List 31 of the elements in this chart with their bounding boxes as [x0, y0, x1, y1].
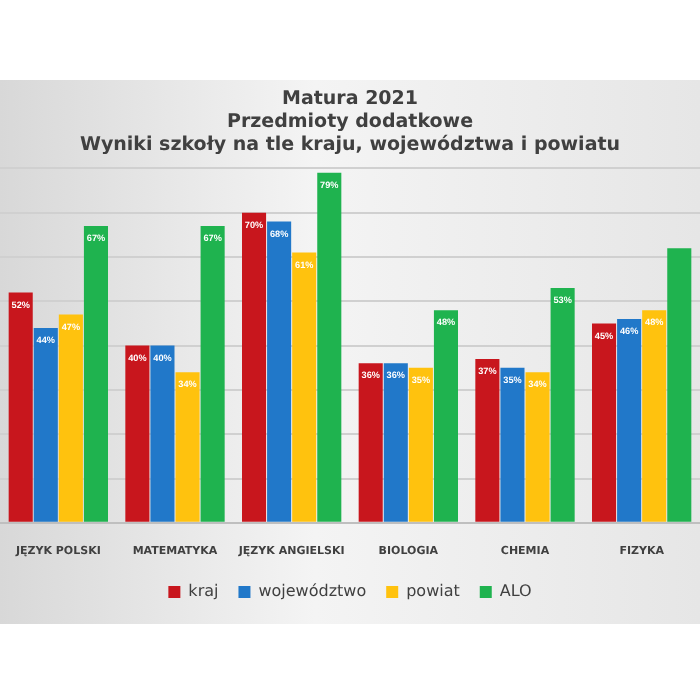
- bar: [592, 323, 617, 522]
- bar: [550, 288, 575, 522]
- bar: [83, 225, 108, 522]
- legend-label: kraj: [188, 582, 219, 601]
- bar: [317, 172, 342, 522]
- bar: [175, 372, 200, 522]
- bar: [525, 372, 550, 522]
- legend-label: powiat: [406, 582, 460, 601]
- bar: [408, 367, 433, 522]
- bar: [500, 367, 525, 522]
- bar: [433, 310, 458, 522]
- bar: [200, 225, 225, 522]
- bar: [58, 314, 83, 522]
- bar: [383, 363, 408, 522]
- bar: [33, 327, 58, 522]
- bar: [642, 310, 667, 522]
- bar: [475, 358, 500, 522]
- bar: [125, 345, 150, 522]
- bar: [617, 319, 642, 522]
- bar: [267, 221, 292, 522]
- bar: [150, 345, 175, 522]
- legend-label: ALO: [499, 582, 532, 601]
- text: Przedmioty dodatkowe: [226, 111, 474, 134]
- text: Matura 2021: [281, 88, 419, 111]
- bar: [8, 292, 33, 522]
- bar: [667, 248, 692, 522]
- bar: [358, 363, 383, 522]
- bar: [242, 212, 267, 522]
- text: Wyniki szkoły na tle kraju, województwa i powiatu: [79, 133, 621, 156]
- legend-label: województwo: [258, 582, 367, 601]
- bar: [292, 252, 317, 522]
